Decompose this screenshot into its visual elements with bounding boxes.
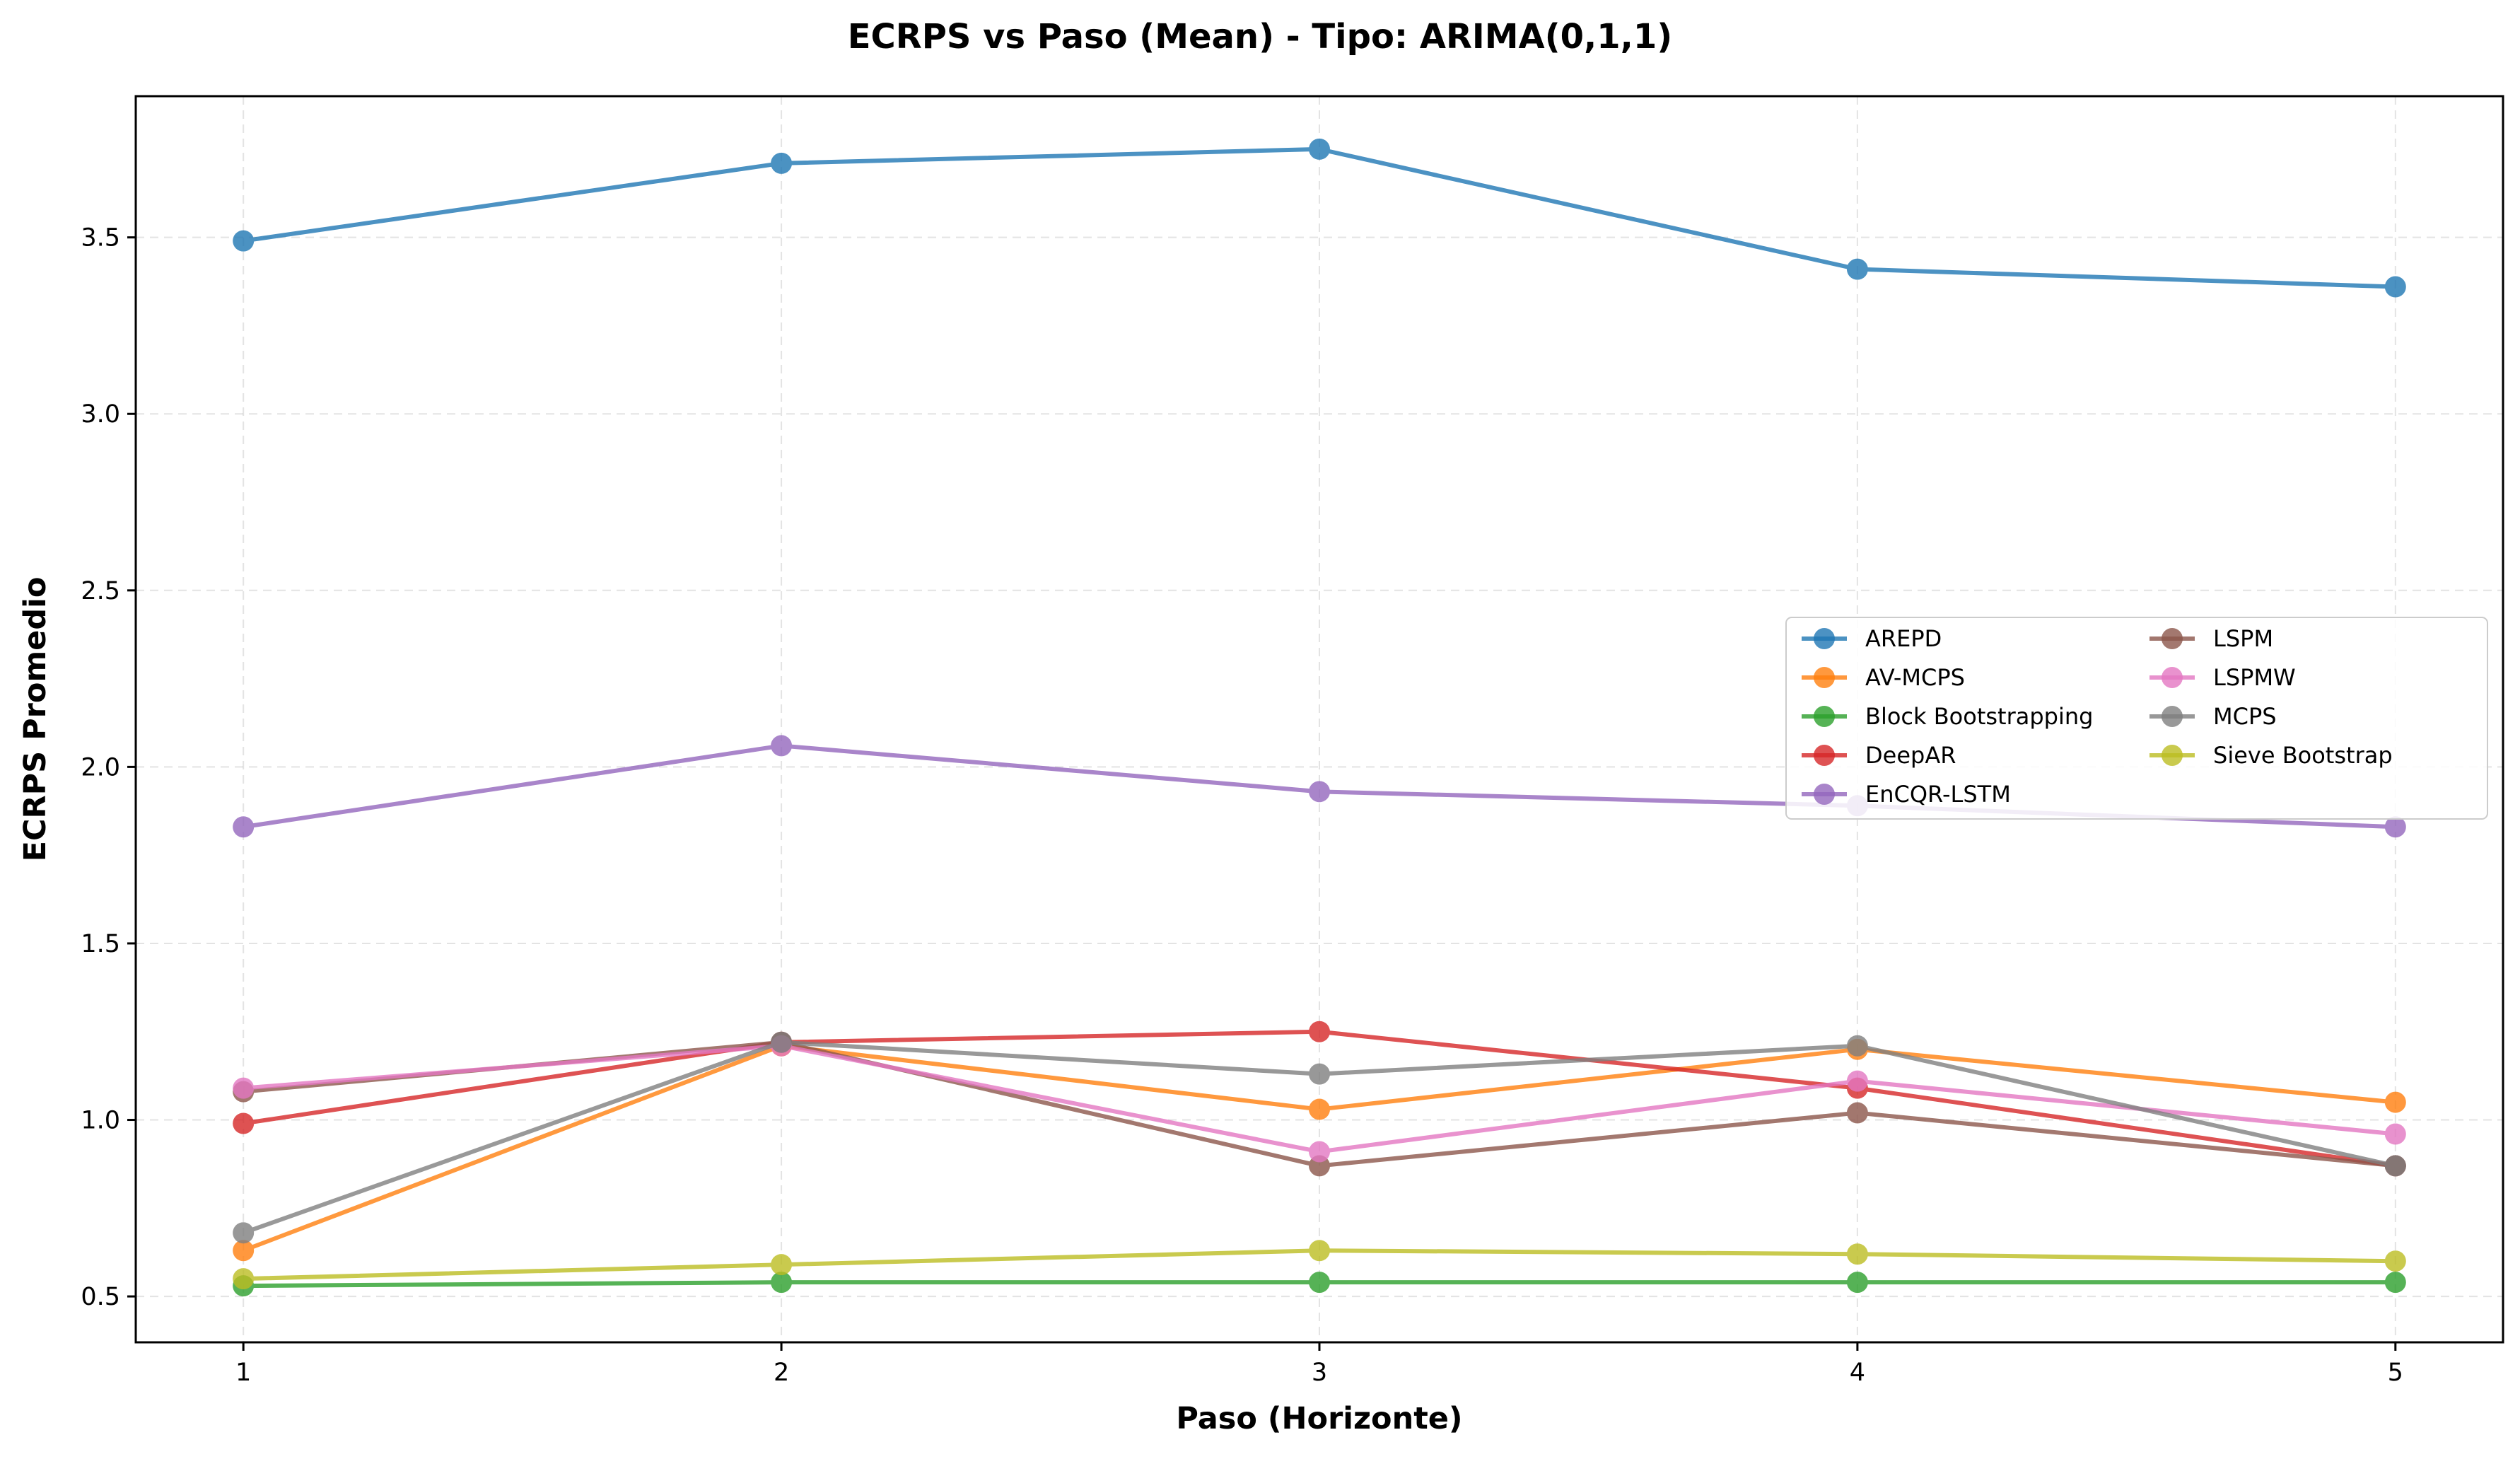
y-tick-label: 1.5 xyxy=(81,930,120,958)
legend-label: Sieve Bootstrap xyxy=(2213,742,2393,769)
data-point xyxy=(1309,1021,1330,1042)
y-tick-label: 3.5 xyxy=(81,224,120,252)
legend-item: MCPS xyxy=(2149,703,2277,730)
data-point xyxy=(233,1112,255,1134)
data-point xyxy=(1846,1035,1868,1057)
data-point xyxy=(1309,1141,1330,1163)
legend-item: Sieve Bootstrap xyxy=(2149,742,2393,769)
data-point xyxy=(1309,1063,1330,1085)
data-point xyxy=(233,1268,255,1290)
x-tick-label: 2 xyxy=(774,1359,789,1387)
legend-item: DeepAR xyxy=(1802,742,1956,769)
data-point xyxy=(2384,1091,2406,1113)
legend-swatch-marker xyxy=(2162,745,2183,766)
y-axis-ticks: 0.5 1.0 1.5 2.0 2.5 3.0 3.5 xyxy=(81,224,136,1311)
legend-swatch-marker xyxy=(2162,628,2183,649)
chart-title: ECRPS vs Paso (Mean) - Tipo: ARIMA(0,1,1… xyxy=(848,17,1673,57)
data-point xyxy=(1846,1070,1868,1092)
y-tick-label: 3.0 xyxy=(81,400,120,429)
x-tick-label: 3 xyxy=(1312,1359,1327,1387)
legend-item: AREPD xyxy=(1802,625,1942,652)
legend-swatch-marker xyxy=(1814,628,1835,649)
data-point xyxy=(1846,1272,1868,1294)
x-axis-label: Paso (Horizonte) xyxy=(1176,1401,1462,1436)
data-point xyxy=(1309,138,1330,160)
y-tick-label: 2.0 xyxy=(81,753,120,781)
legend-label: LSPMW xyxy=(2213,664,2296,691)
y-tick-label: 1.0 xyxy=(81,1107,120,1135)
data-point xyxy=(771,1272,793,1294)
data-point xyxy=(1309,1272,1330,1294)
series-arepd xyxy=(233,138,2406,298)
data-point xyxy=(1846,258,1868,280)
data-point xyxy=(233,1077,255,1099)
legend-swatch-marker xyxy=(1814,745,1835,766)
series-mcps xyxy=(233,1031,2406,1244)
series-layer xyxy=(233,138,2406,1297)
x-axis-ticks: 1 2 3 4 5 xyxy=(235,1342,2403,1387)
data-point xyxy=(2384,1250,2406,1272)
x-tick-label: 5 xyxy=(2388,1359,2403,1387)
y-tick-label: 2.5 xyxy=(81,577,120,605)
legend-label: AV-MCPS xyxy=(1865,664,1965,691)
x-tick-label: 1 xyxy=(235,1359,251,1387)
data-point xyxy=(233,816,255,838)
data-point xyxy=(2384,1155,2406,1177)
legend-frame xyxy=(1785,617,2488,820)
series-sieve-bootstrap xyxy=(233,1240,2406,1290)
data-point xyxy=(771,152,793,174)
data-point xyxy=(2384,1272,2406,1294)
legend-swatch-marker xyxy=(2162,706,2183,727)
data-point xyxy=(2384,1123,2406,1145)
legend-item: LSPMW xyxy=(2149,664,2296,691)
legend-label: Block Bootstrapping xyxy=(1865,703,2093,730)
legend-item: LSPM xyxy=(2149,625,2273,652)
legend-label: DeepAR xyxy=(1865,742,1956,769)
data-point xyxy=(233,1240,255,1262)
data-point xyxy=(1309,781,1330,803)
data-point xyxy=(771,1031,793,1053)
series-block-bootstrapping xyxy=(233,1272,2406,1297)
data-point xyxy=(2384,816,2406,838)
data-point xyxy=(1846,1102,1868,1124)
legend-label: LSPM xyxy=(2213,625,2273,652)
legend: AREPD AV-MCPS Block Bootstrapping DeepAR EnC… xyxy=(1785,617,2488,820)
data-point xyxy=(1309,1240,1330,1262)
y-tick-label: 0.5 xyxy=(81,1283,120,1311)
data-point xyxy=(233,230,255,252)
data-point xyxy=(1309,1098,1330,1120)
data-point xyxy=(1846,1243,1868,1265)
legend-item: EnCQR-LSTM xyxy=(1802,781,2011,808)
legend-swatch-marker xyxy=(1814,706,1835,727)
legend-label: EnCQR-LSTM xyxy=(1865,781,2011,808)
legend-label: AREPD xyxy=(1865,625,1942,652)
x-tick-label: 4 xyxy=(1850,1359,1865,1387)
legend-swatch-marker xyxy=(1814,667,1835,688)
data-point xyxy=(771,1254,793,1276)
y-axis-label: ECRPS Promedio xyxy=(18,577,53,862)
data-point xyxy=(771,735,793,757)
legend-item: AV-MCPS xyxy=(1802,664,1965,691)
legend-item: Block Bootstrapping xyxy=(1802,703,2093,730)
data-point xyxy=(233,1222,255,1244)
legend-swatch-marker xyxy=(1814,784,1835,805)
legend-swatch-marker xyxy=(2162,667,2183,688)
legend-label: MCPS xyxy=(2213,703,2277,730)
data-point xyxy=(2384,276,2406,298)
